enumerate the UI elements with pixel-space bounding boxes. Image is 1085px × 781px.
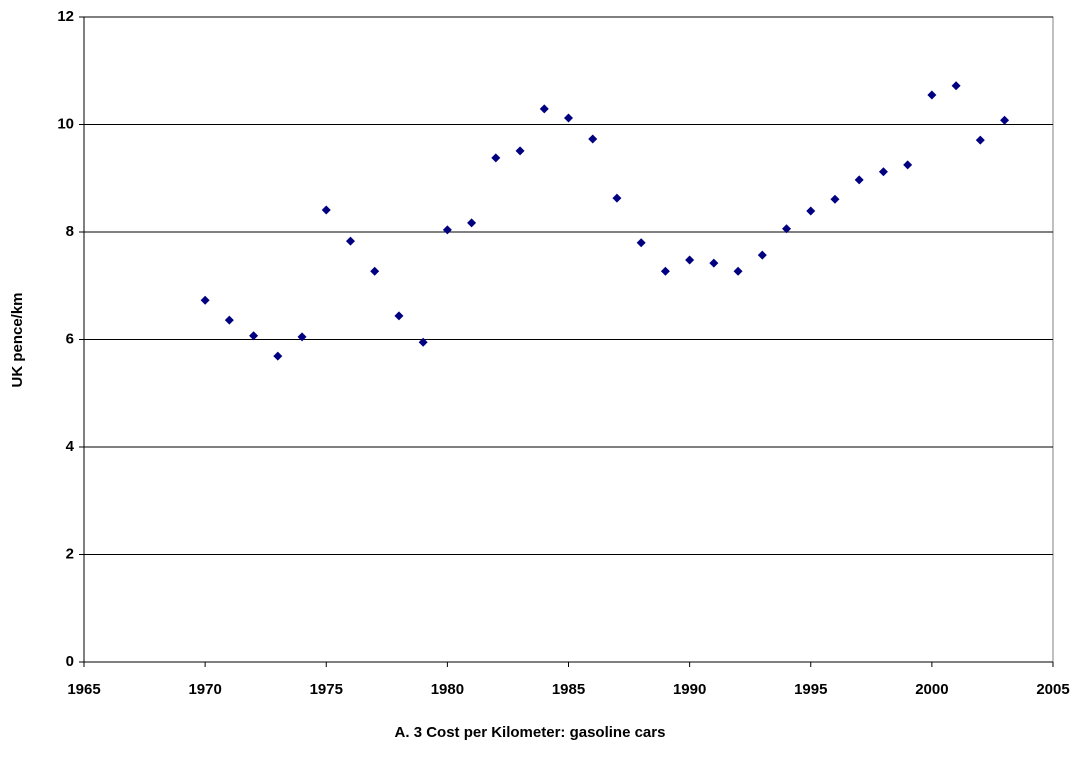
- data-point: [273, 351, 283, 361]
- data-point: [515, 146, 525, 156]
- y-tick-label: 6: [66, 330, 74, 347]
- data-point: [467, 218, 477, 228]
- data-point: [927, 90, 937, 100]
- data-point: [660, 266, 670, 276]
- y-tick-label: 4: [66, 438, 75, 455]
- data-point: [709, 258, 719, 268]
- data-point: [491, 153, 501, 163]
- x-tick-label: 1995: [794, 681, 827, 698]
- data-point: [224, 315, 234, 325]
- data-point: [757, 250, 767, 260]
- data-point: [564, 113, 573, 123]
- x-tick-label: 1980: [431, 681, 464, 698]
- data-point: [249, 331, 259, 341]
- data-point: [1000, 115, 1010, 125]
- data-point: [878, 167, 888, 177]
- x-tick-label: 1975: [310, 681, 343, 698]
- data-point: [200, 295, 210, 305]
- x-tick-label: 2000: [915, 681, 948, 698]
- y-tick-label: 8: [66, 223, 74, 240]
- y-tick-label: 10: [57, 115, 74, 132]
- x-tick-label: 2005: [1036, 681, 1069, 698]
- y-tick-label: 12: [57, 8, 74, 25]
- data-point: [394, 311, 404, 321]
- data-point: [975, 135, 985, 145]
- data-point: [370, 266, 380, 276]
- data-point: [830, 194, 840, 204]
- data-point: [951, 81, 961, 91]
- data-point: [418, 337, 428, 347]
- x-tick-label: 1970: [188, 681, 221, 698]
- x-tick-label: 1985: [552, 681, 585, 698]
- data-point: [854, 175, 864, 185]
- data-point: [636, 238, 646, 248]
- x-tick-label: 1990: [673, 681, 706, 698]
- data-point: [612, 193, 622, 203]
- y-tick-label: 0: [66, 653, 74, 670]
- data-point: [685, 255, 695, 265]
- data-point: [539, 104, 549, 114]
- y-tick-label: 2: [66, 545, 74, 562]
- data-point: [903, 160, 913, 170]
- data-point: [345, 236, 355, 246]
- data-point: [321, 205, 331, 215]
- data-point: [806, 206, 816, 216]
- x-tick-label: 1965: [67, 681, 100, 698]
- data-point: [782, 224, 792, 234]
- data-point: [733, 266, 743, 276]
- chart-title: A. 3 Cost per Kilometer: gasoline cars: [395, 724, 666, 741]
- data-point: [442, 225, 452, 235]
- y-axis-label: UK pence/km: [9, 292, 26, 387]
- data-point: [588, 134, 598, 144]
- data-point: [297, 332, 307, 342]
